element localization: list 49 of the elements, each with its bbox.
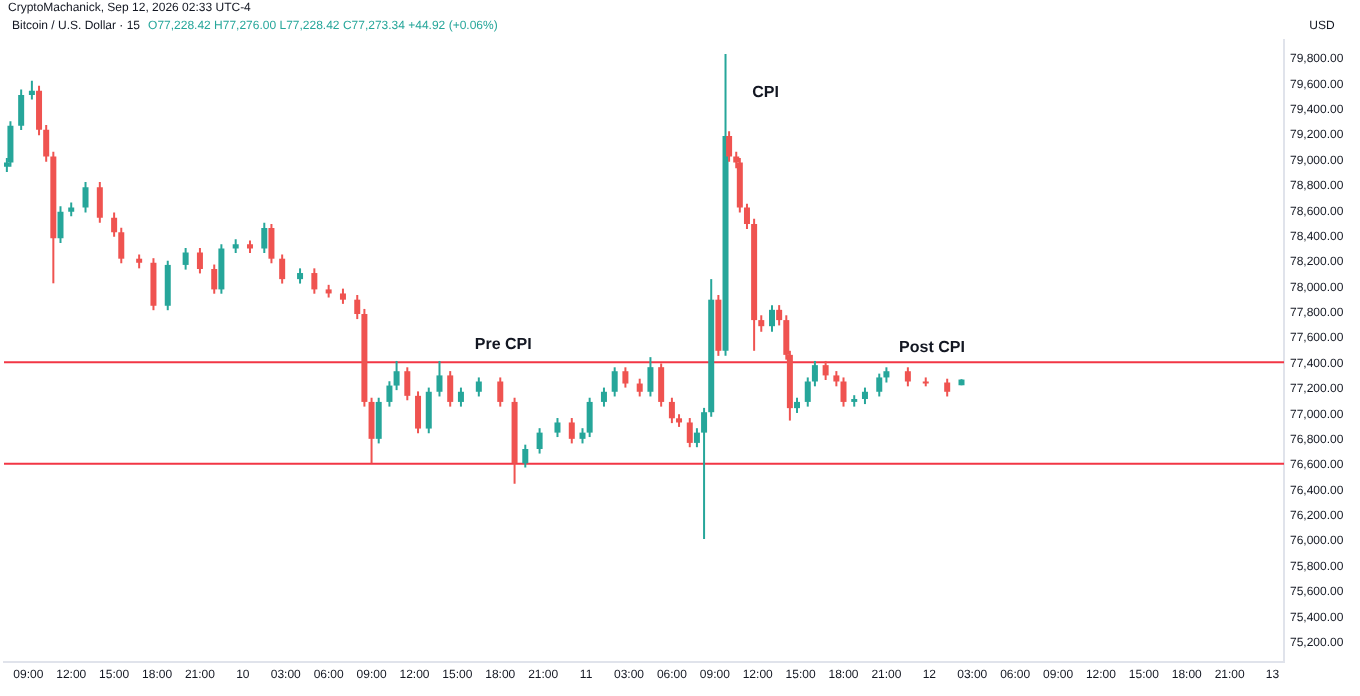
candlestick — [415, 390, 422, 435]
annotation: Pre CPI — [474, 334, 532, 353]
candlestick — [57, 205, 64, 244]
candlestick — [311, 267, 318, 295]
candlestick — [769, 304, 775, 333]
candlestick — [425, 386, 432, 435]
candlestick — [611, 366, 618, 398]
candlestick — [457, 386, 464, 408]
candlestick — [96, 181, 103, 224]
candlestick — [436, 359, 443, 398]
candlestick — [164, 259, 171, 312]
candlestick — [876, 372, 883, 398]
candlestick — [658, 362, 665, 408]
annotation: Post CPI — [899, 338, 965, 357]
candlestick — [196, 247, 203, 275]
candlestick — [218, 243, 225, 295]
candlestick — [568, 417, 575, 445]
candlestick — [404, 366, 411, 402]
candlestick — [7, 120, 14, 168]
candlestick — [668, 396, 675, 425]
candlestick — [904, 366, 911, 388]
candlestick — [393, 359, 400, 392]
candlestick — [600, 386, 607, 408]
candlestick — [686, 417, 693, 449]
candlestick — [586, 396, 593, 439]
candlestick — [622, 366, 629, 389]
candlestick — [368, 396, 375, 465]
candlestick — [18, 88, 25, 132]
candlestick — [211, 263, 218, 295]
candlestick — [647, 356, 654, 398]
candlestick — [726, 130, 733, 163]
candlestick — [82, 181, 89, 214]
candlestick — [475, 376, 482, 398]
candlestick — [447, 370, 454, 408]
candlestick — [182, 247, 189, 271]
candlestick — [386, 380, 393, 408]
candlestick — [261, 221, 268, 255]
candlestick — [375, 396, 382, 445]
candlestick — [840, 376, 847, 408]
candlestick — [279, 253, 286, 285]
annotation: CPI — [752, 83, 779, 102]
candlestick — [822, 359, 829, 381]
candlestick — [150, 257, 157, 312]
candlestick — [497, 376, 504, 408]
candlestick — [522, 443, 529, 469]
candlestick — [268, 222, 275, 265]
candlestick — [536, 427, 543, 455]
candlestick — [554, 417, 561, 439]
candlestick — [28, 79, 35, 101]
